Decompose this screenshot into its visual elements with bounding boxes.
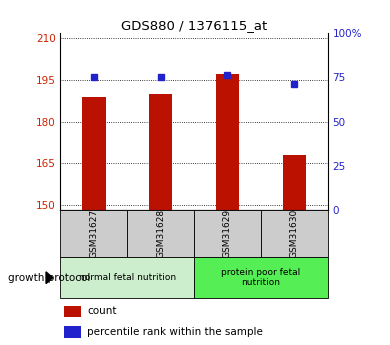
Text: percentile rank within the sample: percentile rank within the sample bbox=[87, 327, 263, 337]
Text: protein poor fetal
nutrition: protein poor fetal nutrition bbox=[221, 268, 300, 287]
Title: GDS880 / 1376115_at: GDS880 / 1376115_at bbox=[121, 19, 267, 32]
Bar bbox=[261, 210, 328, 257]
Polygon shape bbox=[46, 272, 53, 284]
Text: GSM31630: GSM31630 bbox=[290, 209, 299, 258]
Bar bbox=[216, 75, 239, 210]
Bar bbox=[282, 155, 306, 210]
Bar bbox=[127, 210, 194, 257]
Bar bbox=[64, 306, 81, 317]
Text: normal fetal nutrition: normal fetal nutrition bbox=[79, 273, 176, 282]
Text: growth protocol: growth protocol bbox=[8, 273, 90, 283]
Bar bbox=[194, 257, 328, 298]
Bar bbox=[60, 210, 127, 257]
Bar bbox=[194, 210, 261, 257]
Bar bbox=[64, 326, 81, 337]
Text: GSM31627: GSM31627 bbox=[89, 209, 98, 258]
Bar bbox=[149, 94, 172, 210]
Text: count: count bbox=[87, 306, 117, 316]
Text: GSM31629: GSM31629 bbox=[223, 209, 232, 258]
Bar bbox=[82, 97, 106, 210]
Bar bbox=[60, 257, 194, 298]
Text: GSM31628: GSM31628 bbox=[156, 209, 165, 258]
